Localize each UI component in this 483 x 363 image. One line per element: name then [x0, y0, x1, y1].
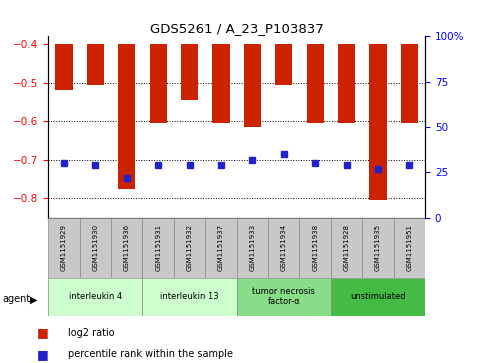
Bar — [118, 44, 135, 189]
Text: GSM1151931: GSM1151931 — [155, 224, 161, 271]
Bar — [268, 218, 299, 278]
Bar — [142, 218, 174, 278]
Text: GSM1151936: GSM1151936 — [124, 224, 130, 271]
Text: GSM1151933: GSM1151933 — [249, 224, 256, 271]
Text: ■: ■ — [37, 326, 49, 339]
Bar — [331, 218, 362, 278]
Bar — [150, 44, 167, 123]
Bar — [331, 278, 425, 316]
Text: tumor necrosis
factor-α: tumor necrosis factor-α — [252, 287, 315, 306]
Text: GSM1151934: GSM1151934 — [281, 224, 287, 271]
Bar — [56, 44, 72, 90]
Text: GSM1151929: GSM1151929 — [61, 224, 67, 271]
Bar — [362, 218, 394, 278]
Text: percentile rank within the sample: percentile rank within the sample — [68, 349, 233, 359]
Bar — [213, 44, 229, 123]
Bar — [338, 44, 355, 123]
Text: GSM1151951: GSM1151951 — [406, 224, 412, 271]
Bar — [142, 278, 237, 316]
Text: interleukin 13: interleukin 13 — [160, 292, 219, 301]
Text: GSM1151932: GSM1151932 — [186, 224, 193, 271]
Text: log2 ratio: log2 ratio — [68, 327, 114, 338]
Bar — [401, 44, 418, 123]
Bar — [48, 218, 80, 278]
Text: interleukin 4: interleukin 4 — [69, 292, 122, 301]
Bar — [111, 218, 142, 278]
Bar — [237, 218, 268, 278]
Bar — [174, 218, 205, 278]
Text: unstimulated: unstimulated — [350, 292, 406, 301]
Text: GSM1151938: GSM1151938 — [312, 224, 318, 271]
Bar — [87, 44, 104, 85]
Text: GSM1151928: GSM1151928 — [343, 224, 350, 271]
Text: agent: agent — [2, 294, 30, 305]
Title: GDS5261 / A_23_P103837: GDS5261 / A_23_P103837 — [150, 22, 324, 35]
Bar — [275, 44, 292, 85]
Bar — [307, 44, 324, 123]
Bar — [205, 218, 237, 278]
Text: GSM1151935: GSM1151935 — [375, 224, 381, 271]
Bar — [48, 278, 142, 316]
Bar — [394, 218, 425, 278]
Text: ■: ■ — [37, 348, 49, 361]
Bar — [369, 44, 386, 200]
Text: ▶: ▶ — [30, 294, 38, 305]
Text: GSM1151937: GSM1151937 — [218, 224, 224, 271]
Text: GSM1151930: GSM1151930 — [92, 224, 99, 271]
Bar — [181, 44, 198, 100]
Bar — [237, 278, 331, 316]
Bar — [80, 218, 111, 278]
Bar — [299, 218, 331, 278]
Bar — [244, 44, 261, 127]
